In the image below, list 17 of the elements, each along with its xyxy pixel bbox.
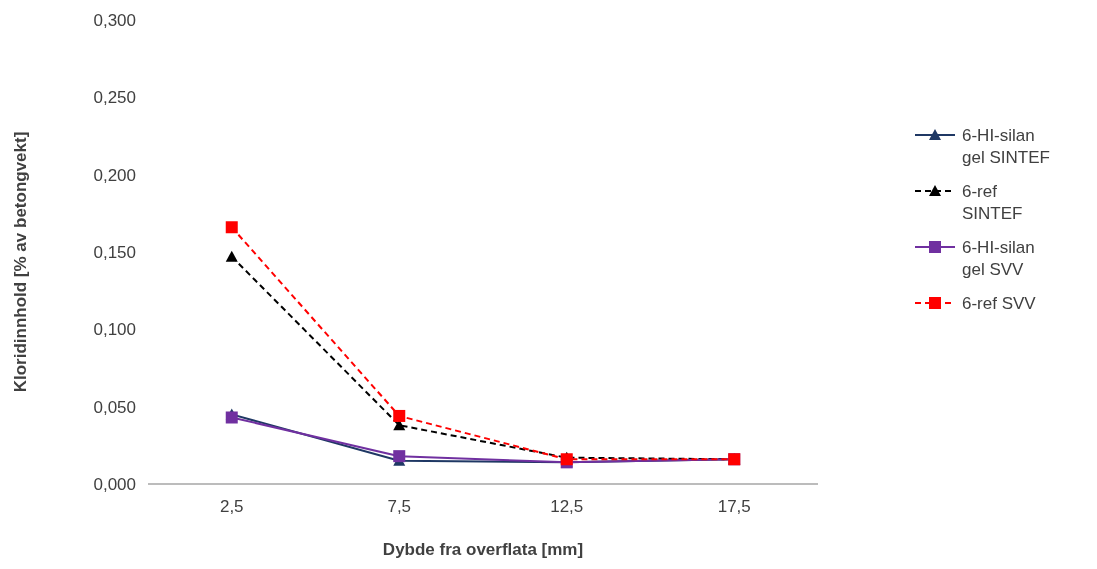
y-tick-label: 0,150 (93, 242, 136, 262)
y-tick-label: 0,250 (93, 88, 136, 108)
y-tick-label: 0,200 (93, 165, 136, 185)
y-tick-label: 0,050 (93, 397, 136, 417)
x-tick-label: 17,5 (717, 497, 751, 516)
y-axis-title: Kloridinnhold [% av betongvekt] (11, 131, 30, 393)
y-tick-label: 0,300 (93, 10, 136, 30)
y-tick-label: 0,000 (93, 474, 136, 494)
legend-label: 6-HI-silan gel SINTEF (962, 125, 1050, 168)
legend-label: 6-ref SINTEF (962, 181, 1023, 224)
x-tick-label: 2,5 (219, 497, 244, 516)
legend-label: 6-HI-silan gel SVV (962, 237, 1035, 280)
x-axis-title: Dybde fra overflata [mm] (382, 540, 584, 559)
x-tick-label: 7,5 (387, 497, 412, 516)
x-tick-label: 12,5 (550, 497, 584, 516)
legend-label: 6-ref SVV (962, 293, 1037, 313)
y-tick-label: 0,100 (93, 320, 136, 340)
